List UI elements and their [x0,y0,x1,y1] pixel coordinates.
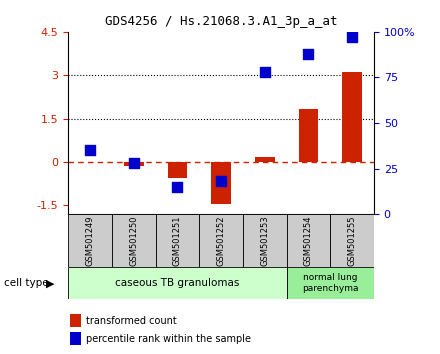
Point [130,160,137,166]
Text: normal lung
parenchyma: normal lung parenchyma [302,274,359,293]
Bar [68,267,286,299]
Point [348,34,356,40]
Bar [243,214,286,267]
Text: GSM501254: GSM501254 [304,216,313,266]
Point [305,51,312,57]
Text: cell type: cell type [4,278,49,288]
Text: GSM501252: GSM501252 [216,216,226,266]
Text: ▶: ▶ [46,278,55,288]
Point [218,178,225,184]
Bar [342,72,362,162]
Text: GSM501255: GSM501255 [348,216,357,266]
Text: caseous TB granulomas: caseous TB granulomas [115,278,240,288]
Text: GSM501253: GSM501253 [260,215,269,266]
Bar [168,162,187,178]
Bar [286,267,374,299]
Bar [112,214,156,267]
Bar [199,214,243,267]
Bar [156,214,199,267]
Text: percentile rank within the sample: percentile rank within the sample [86,334,251,344]
Bar [124,162,143,166]
Text: transformed count: transformed count [86,316,176,326]
Bar [211,162,231,204]
Point [174,184,181,190]
Bar [255,157,275,162]
Point [261,69,268,75]
Point [87,148,94,153]
Bar [68,214,112,267]
Bar [299,109,318,162]
Bar [330,214,374,267]
Bar [286,214,330,267]
Text: GSM501251: GSM501251 [173,216,182,266]
Text: GSM501249: GSM501249 [85,216,95,266]
Text: GSM501250: GSM501250 [129,216,138,266]
Title: GDS4256 / Hs.21068.3.A1_3p_a_at: GDS4256 / Hs.21068.3.A1_3p_a_at [105,15,337,28]
